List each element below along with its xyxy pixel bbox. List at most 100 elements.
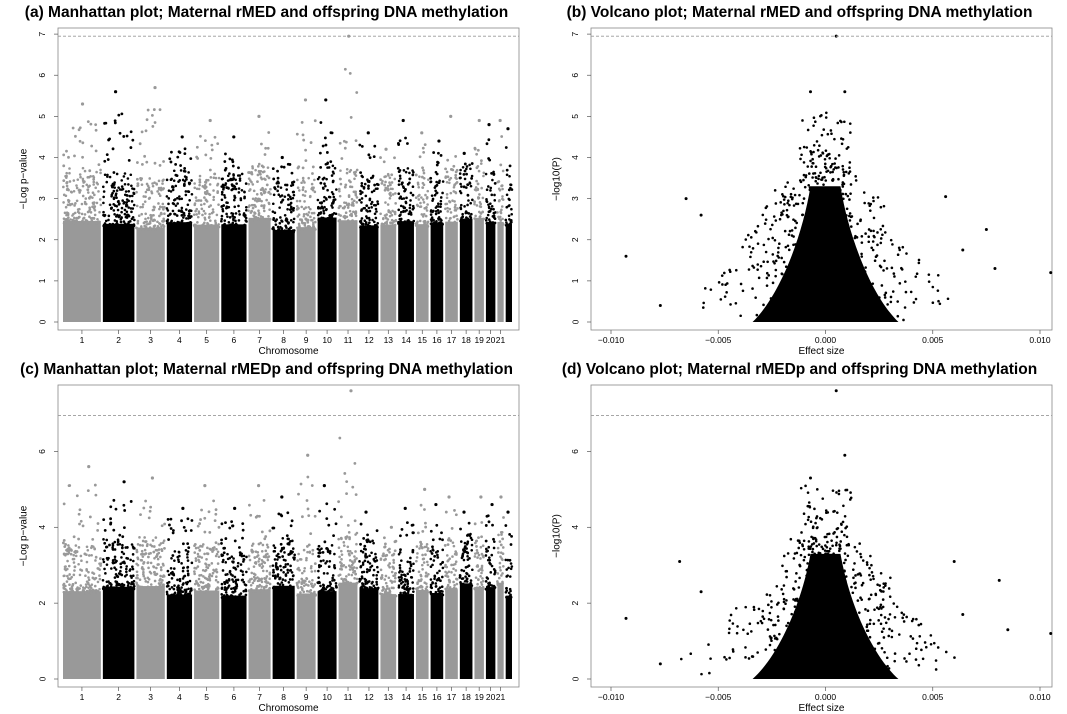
- chromosome-4-point: [172, 587, 176, 591]
- chromosome-4-point: [167, 197, 171, 200]
- chromosome-5-point: [195, 145, 199, 149]
- chromosome-14-point: [396, 166, 400, 170]
- volcano-point: [764, 250, 768, 254]
- chromosome-12-point: [375, 529, 379, 533]
- chromosome-10-point: [328, 581, 332, 584]
- chromosome-12-point: [372, 557, 376, 561]
- volcano-point: [845, 207, 849, 211]
- chromosome-6-point: [227, 577, 231, 581]
- volcano-point: [931, 285, 935, 289]
- chromosome-15-point: [417, 194, 420, 198]
- chromosome-10-point: [332, 195, 336, 199]
- chromosome-7-point: [256, 514, 259, 518]
- chromosome-18-point: [467, 564, 471, 567]
- volcano-point: [829, 206, 833, 210]
- volcano-point: [783, 229, 787, 233]
- chromosome-6-point: [230, 587, 233, 590]
- chromosome-8-point: [287, 221, 290, 224]
- chromosome-22-point: [506, 558, 510, 562]
- chromosome-3-point: [159, 577, 162, 581]
- chromosome-5-point: [194, 590, 198, 593]
- volcano-point: [794, 202, 798, 206]
- chromosome-7-point: [266, 218, 270, 222]
- chromosome-20-point: [487, 138, 491, 142]
- chromosome-5-point: [213, 172, 216, 176]
- chromosome-15-point: [421, 557, 425, 561]
- chromosome-2-point: [129, 558, 132, 562]
- chromosome-3-top-point: [150, 476, 155, 480]
- chromosome-2-point: [129, 130, 133, 134]
- chromosome-13-point: [384, 201, 387, 204]
- volcano-point: [811, 274, 815, 278]
- chromosome-8-point: [276, 552, 280, 556]
- chromosome-7-point: [268, 577, 272, 580]
- chromosome-13-point: [391, 580, 394, 583]
- chromosome-9-point: [311, 548, 315, 552]
- volcano-point: [844, 269, 848, 273]
- chromosome-1-point: [79, 554, 83, 558]
- chromosome-4-point: [177, 150, 181, 154]
- volcano-point: [832, 168, 836, 171]
- chromosome-6-point: [226, 552, 229, 556]
- chromosome-4-point: [188, 198, 191, 202]
- x-tick-label: 2: [116, 692, 121, 702]
- chromosome-3-point: [145, 223, 149, 226]
- chromosome-2-point: [112, 498, 116, 502]
- chromosome-9-point: [301, 186, 305, 189]
- volcano-point: [849, 215, 853, 219]
- chromosome-9-point: [308, 195, 312, 199]
- chromosome-18-point: [465, 572, 469, 576]
- chromosome-7-point: [252, 189, 256, 193]
- chromosome-5-point: [197, 584, 201, 587]
- chromosome-8-point: [279, 564, 282, 568]
- chromosome-11-point: [345, 167, 349, 171]
- chromosome-2-point: [118, 583, 122, 587]
- volcano-point: [802, 173, 806, 177]
- volcano-point: [782, 209, 785, 213]
- chromosome-18-point: [460, 583, 464, 587]
- chromosome-9-point: [300, 121, 304, 124]
- chromosome-5-point: [194, 567, 198, 570]
- chromosome-14-point: [397, 208, 401, 212]
- chromosome-2-point: [122, 526, 126, 530]
- chromosome-6-point: [226, 557, 230, 561]
- chromosome-4-point: [166, 517, 170, 521]
- chromosome-8-point: [281, 536, 285, 540]
- chromosome-16-point: [429, 550, 432, 553]
- volcano-point: [876, 231, 879, 234]
- chromosome-4-point: [186, 550, 190, 554]
- chromosome-8-point: [289, 551, 293, 555]
- chromosome-20-point: [492, 172, 496, 176]
- chromosome-10-point: [322, 559, 325, 562]
- chromosome-3-point: [157, 187, 161, 191]
- chromosome-4-point: [183, 223, 187, 226]
- chromosome-18-point: [466, 554, 469, 558]
- chromosome-5-point: [203, 516, 207, 520]
- chromosome-10-point: [317, 218, 320, 222]
- chromosome-4-point: [189, 157, 193, 161]
- chromosome-2-point: [126, 177, 130, 180]
- chromosome-1-point: [74, 219, 77, 222]
- chromosome-2-point: [125, 198, 129, 201]
- volcano-point: [774, 259, 778, 263]
- chromosome-21-point: [496, 583, 500, 586]
- chromosome-17-point: [445, 180, 449, 184]
- chromosome-7-point: [257, 542, 261, 546]
- chromosome-1-point: [98, 198, 102, 201]
- chromosome-16-point: [429, 176, 433, 180]
- volcano-point: [765, 271, 769, 275]
- chromosome-6-point: [220, 538, 223, 542]
- volcano-point: [809, 150, 812, 153]
- chromosome-18-point: [459, 527, 462, 531]
- chromosome-9-point: [301, 188, 305, 192]
- chromosome-7-point: [254, 168, 257, 172]
- chromosome-17-point: [443, 544, 447, 547]
- chromosome-3-point: [145, 118, 149, 122]
- chromosome-11-point: [350, 551, 354, 555]
- volcano-point: [897, 246, 901, 250]
- chromosome-18-point: [468, 182, 472, 185]
- chromosome-1-point: [78, 215, 81, 219]
- volcano-point: [725, 291, 728, 294]
- chromosome-9-point: [311, 578, 314, 582]
- chromosome-16-point: [431, 563, 434, 567]
